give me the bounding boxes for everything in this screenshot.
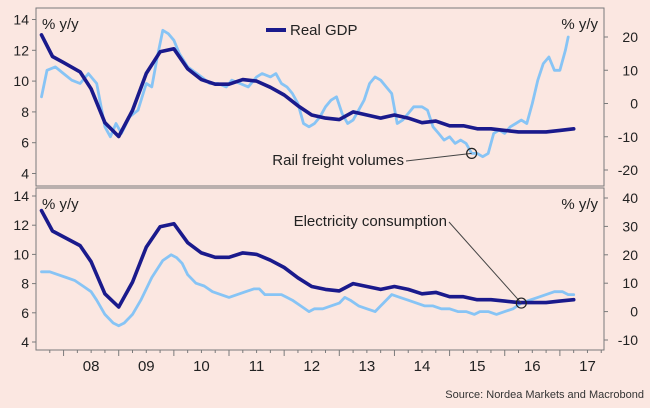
bottom-left-tick-label: 6	[21, 305, 29, 321]
x-tick-label: 10	[193, 358, 210, 375]
x-tick-label: 09	[138, 358, 155, 375]
bottom-annotation-label: Electricity consumption	[294, 213, 447, 230]
bottom-series-real-gdp	[39, 208, 576, 309]
top-right-tick-label: 0	[630, 96, 638, 112]
x-tick-label: 17	[579, 358, 596, 375]
bottom-right-tick-label: 10	[622, 275, 638, 291]
legend-label: Real GDP	[290, 22, 358, 39]
bottom-annotation-marker	[515, 297, 527, 309]
top-left-tick-label: 10	[13, 73, 29, 89]
top-plot-frame	[35, 7, 605, 187]
bottom-left-tick-label: 12	[13, 217, 29, 233]
bottom-right-axis-unit: % y/y	[561, 196, 598, 213]
top-series-rail-freight-volumes	[40, 28, 570, 159]
x-tick-label: 13	[359, 358, 376, 375]
top-left-tick-label: 6	[21, 135, 29, 151]
bottom-annotation-leader	[448, 221, 522, 304]
top-left-tick-label: 14	[13, 12, 29, 28]
x-tick-label: 15	[469, 358, 486, 375]
bottom-left-tick-label: 4	[21, 334, 29, 350]
x-axis: 08 09 10 11 12 13 14 15 16 17	[49, 350, 602, 375]
x-tick-label: 11	[249, 358, 265, 375]
top-left-tick-label: 4	[21, 166, 29, 182]
bottom-left-tick-label: 10	[13, 246, 29, 262]
bottom-right-tick-label: 0	[630, 304, 638, 320]
bottom-right-tick-label: 20	[622, 247, 638, 263]
bottom-right-tick-label: -10	[618, 332, 638, 348]
bottom-left-tick-label: 8	[21, 276, 29, 292]
bottom-right-tick-label: 40	[622, 190, 638, 206]
top-left-tick-label: 8	[21, 104, 29, 120]
top-annotation-marker	[466, 147, 478, 159]
top-left-axis-unit: % y/y	[42, 16, 79, 33]
top-right-tick-label: -10	[618, 129, 638, 145]
bottom-right-tick-label: 30	[622, 218, 638, 234]
source-note: Source: Nordea Markets and Macrobond	[445, 389, 644, 401]
top-right-tick-label: 10	[622, 62, 638, 78]
x-tick-label: 14	[414, 358, 431, 375]
bottom-panel: 4 6 8 10 12 14 -10 0 10 20 30 40 % y/y % y/y Electrici…	[13, 187, 638, 351]
top-right-axis-unit: % y/y	[561, 16, 598, 33]
bottom-series-electricity-consumption	[40, 253, 576, 328]
bottom-left-tick-label: 14	[13, 188, 29, 204]
bottom-left-axis-unit: % y/y	[42, 196, 79, 213]
top-series-real-gdp	[39, 33, 576, 139]
top-right-tick-label: 20	[622, 29, 638, 45]
bottom-plot-frame	[35, 187, 605, 351]
x-tick-label: 08	[83, 358, 100, 375]
top-panel: 4 6 8 10 12 14 -20 -10 0 10 20 % y/y % y/y Real GDP Ra…	[13, 7, 638, 187]
top-annotation-label: Rail freight volumes	[272, 152, 404, 169]
top-left-tick-label: 12	[13, 42, 29, 58]
x-tick-label: 12	[303, 358, 320, 375]
x-tick-label: 16	[524, 358, 541, 375]
top-annotation-leader	[405, 152, 472, 162]
top-right-tick-label: -20	[618, 162, 638, 178]
